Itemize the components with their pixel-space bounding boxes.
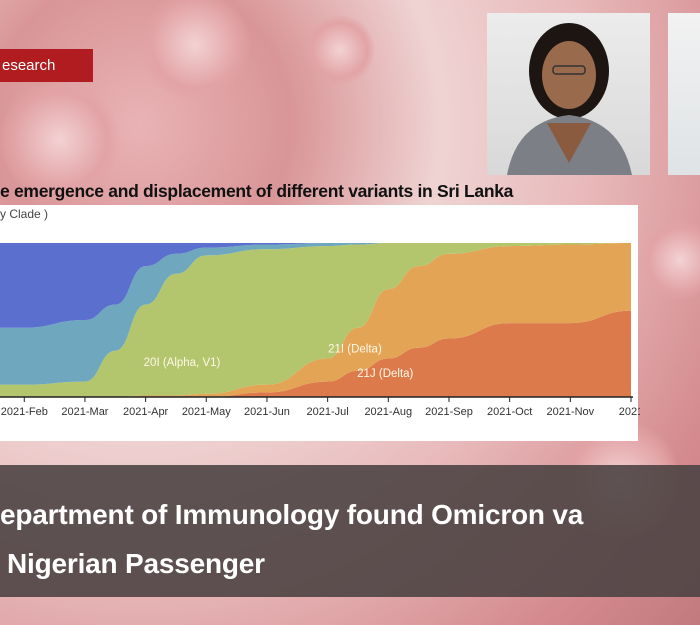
headline-line-2[interactable]: Nigerian Passenger [7, 548, 265, 579]
x-tick-label: 2021-Jul [307, 406, 349, 418]
x-tick-label: 2021-Aug [364, 406, 412, 418]
chart-title: e emergence and displacement of differen… [0, 181, 514, 201]
x-tick-label: 2021-Apr [123, 406, 169, 418]
x-tick-label: 2021-Sep [425, 406, 473, 418]
x-tick-label: 2021-Nov [546, 406, 594, 418]
x-tick-label: 2021 [619, 406, 640, 418]
x-tick-label: 2021-Jun [244, 406, 290, 418]
chart-subtitle: y Clade ) [0, 207, 49, 221]
second-photo [668, 13, 700, 175]
x-tick-label: 2021-Feb [1, 406, 48, 418]
headline-overlay [0, 465, 700, 597]
area-series-21i-delta- [0, 243, 631, 397]
area-series-20i-alpha-v1- [0, 243, 631, 397]
series-annotation: 20I (Alpha, V1) [144, 357, 221, 369]
area-series-other-3 [0, 243, 631, 385]
series-annotation: 21J (Delta) [357, 368, 413, 380]
x-tick-label: 2021-May [182, 406, 231, 418]
x-tick-label: 2021-Mar [61, 406, 108, 418]
x-tick-label: 2021-Oct [487, 406, 532, 418]
category-badge[interactable]: esearch [0, 49, 93, 82]
stacked-area-chart: 2021-Feb 2021-Mar 2021-Apr 2021-May 2021-Jun… [0, 243, 640, 418]
headline-line-1[interactable]: epartment of Immunology found Omicron va [0, 499, 584, 530]
series-annotation: 21I (Delta) [328, 343, 382, 355]
area-series-other-4 [0, 243, 631, 328]
area-series-21j-delta- [0, 310, 631, 397]
researcher-photo [487, 13, 650, 175]
